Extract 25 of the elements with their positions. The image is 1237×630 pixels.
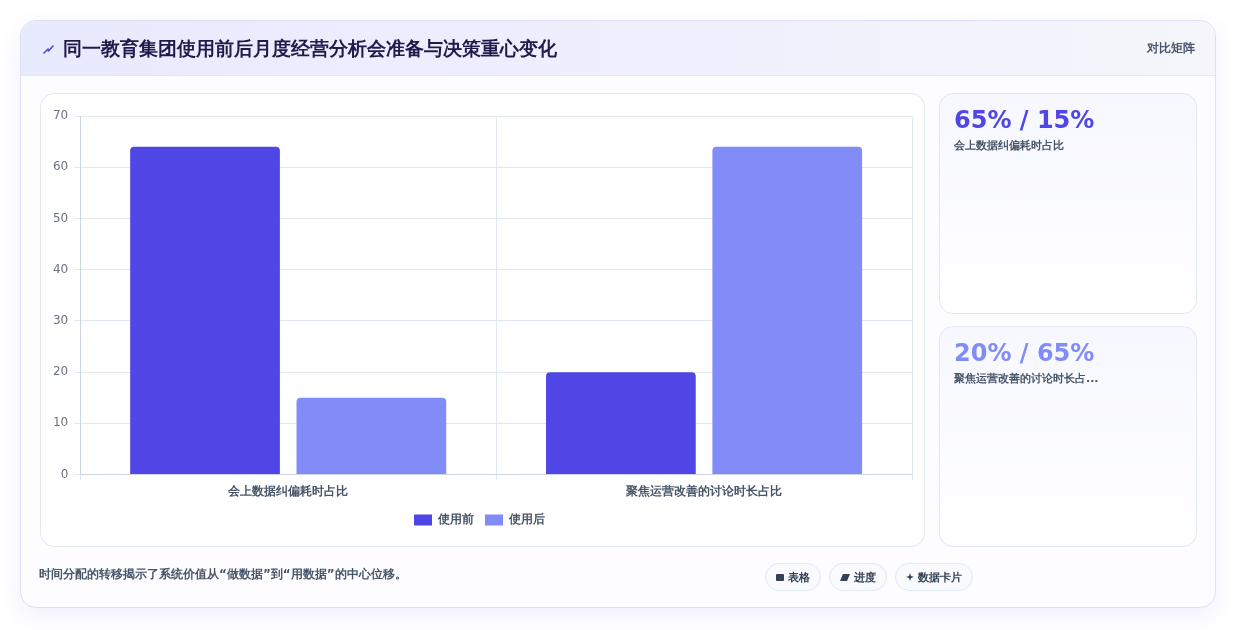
text: 20% / 65%: [954, 339, 1095, 367]
y-tick-label: 30: [52, 313, 69, 328]
text: 时间分配的转移揭示了系统价值从“做数据”到“用数据”的中心位移。: [39, 566, 407, 582]
legend-label: 使用后: [508, 512, 545, 527]
text: 聚焦运营改善的讨论时长占...: [954, 372, 1099, 386]
tag-chip: 进度: [829, 563, 887, 591]
bar: [296, 397, 447, 475]
y-tick-label: 20: [52, 364, 69, 379]
text: 对比矩阵: [1147, 40, 1195, 56]
y-tick-label: 0: [60, 466, 69, 481]
y-tick-label: 10: [52, 415, 69, 430]
bar: [130, 146, 280, 475]
y-tick-label: 40: [52, 261, 69, 276]
y-tick-label: 50: [52, 210, 69, 225]
legend-label: 使用前: [437, 512, 474, 527]
text: 会上数据纠偏耗时占比: [954, 139, 1064, 153]
text: 65% / 15%: [954, 106, 1095, 134]
y-tick-label: 70: [52, 108, 69, 123]
bar: [546, 372, 696, 475]
bar: [712, 146, 863, 475]
y-tick-label: 60: [52, 159, 69, 174]
tag-chip: 表格: [765, 563, 821, 591]
tag-chip: 数据卡片: [895, 563, 973, 591]
chart-title: 同一教育集团使用前后月度经营分析会准备与决策重心变化: [63, 36, 557, 60]
x-tick-label: 聚焦运营改善的讨论时长占比: [625, 483, 783, 498]
